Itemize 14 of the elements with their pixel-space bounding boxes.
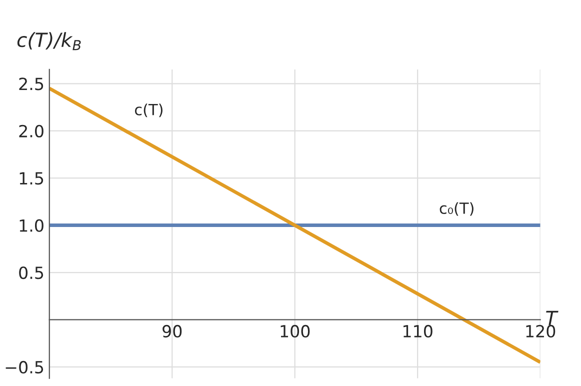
x-tick-label: 120 [526, 324, 556, 338]
y-axis-title: c(T)/k$_{B}$ [17, 32, 81, 50]
x-tick-label: 100 [280, 324, 310, 338]
y-tick-label: 1.0 [20, 219, 44, 232]
x-tick-label: 90 [162, 324, 182, 338]
x-tick-label: 110 [404, 324, 432, 338]
series-label: c(T) [134, 104, 162, 118]
series-label: c₀(T) [440, 202, 474, 216]
y-tick-label: −0.5 [6, 360, 44, 374]
x-axis-title: T [546, 310, 558, 326]
y-tick-label: 2.0 [19, 124, 44, 138]
y-tick-label: 0.5 [19, 266, 44, 280]
y-tick-label: 2.5 [19, 78, 44, 90]
y-tick-label: 1.5 [20, 172, 44, 185]
